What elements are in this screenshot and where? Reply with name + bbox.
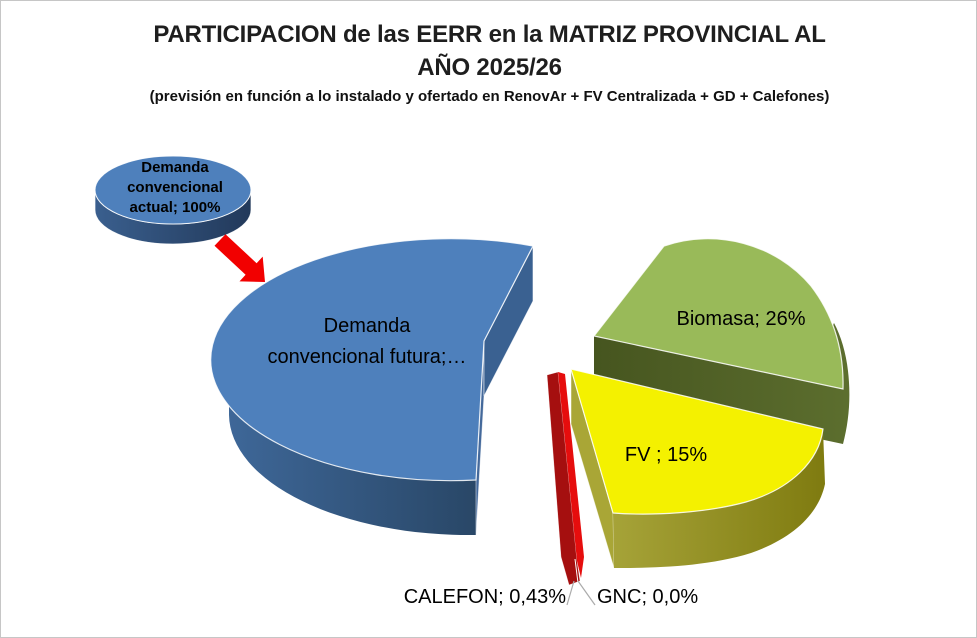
chart-subtitle: (previsión en función a lo instalado y o… [149, 88, 830, 105]
chart-title-line2: AÑO 2025/26 [417, 54, 562, 81]
slice-calefon-highlight [558, 372, 584, 578]
disc-actual-top [94, 155, 252, 225]
label-demanda-actual: Demanda convencional actual; 100% [127, 159, 223, 216]
slice-fv-rim [613, 429, 825, 568]
slice-gnc-edge [574, 558, 579, 584]
explode-arrow-icon [214, 234, 265, 282]
slice-biomasa-side [594, 323, 850, 444]
label-biomasa: Biomasa; 26% [676, 308, 806, 330]
label-demanda-futura: Demanda convencional futura;… [267, 315, 467, 368]
slice-futura-top [210, 238, 534, 482]
chart-title-line1: PARTICIPACION de las EERR en la MATRIZ P… [153, 21, 826, 48]
label-calefon: CALEFON; 0,43% [403, 586, 566, 608]
leader-line-calefon [566, 580, 575, 606]
slice-futura-rim [229, 360, 476, 536]
slice-biomasa-top [592, 238, 844, 390]
label-fv: FV ; 15% [624, 444, 708, 466]
slice-fv-top [570, 368, 824, 515]
label-gnc: GNC; 0,0% [597, 586, 699, 608]
leader-line-gnc [577, 580, 596, 606]
